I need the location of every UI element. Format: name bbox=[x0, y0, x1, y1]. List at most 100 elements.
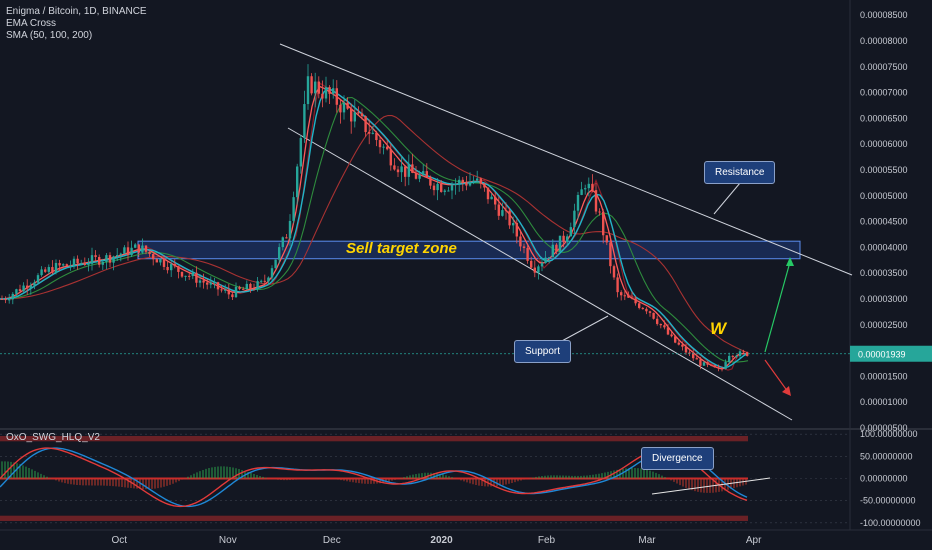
candle-body bbox=[407, 164, 410, 177]
candle-body bbox=[152, 254, 155, 260]
candle-body bbox=[461, 179, 464, 183]
candle-body bbox=[710, 364, 713, 366]
candle-body bbox=[494, 196, 497, 205]
candle-body bbox=[83, 263, 86, 265]
candle-body bbox=[666, 327, 670, 335]
sma-100-curve bbox=[0, 114, 749, 354]
sma-label[interactable]: SMA (50, 100, 200) bbox=[6, 30, 93, 41]
candle-body bbox=[386, 146, 389, 150]
candle-body bbox=[551, 244, 554, 258]
candle-body bbox=[486, 187, 490, 200]
candle-body bbox=[504, 210, 508, 212]
candle-body bbox=[465, 182, 468, 186]
candle-body bbox=[166, 266, 169, 271]
candle-body bbox=[148, 251, 151, 255]
candle-body bbox=[368, 132, 371, 134]
time-tick-label: Mar bbox=[638, 535, 656, 546]
bearish-arrowhead bbox=[782, 386, 791, 396]
candle-body bbox=[425, 171, 428, 178]
candle-body bbox=[454, 183, 457, 186]
divergence-label: Divergence bbox=[641, 447, 714, 470]
candle-body bbox=[677, 342, 680, 345]
candle-body bbox=[692, 353, 695, 359]
candle-body bbox=[202, 280, 205, 283]
candle-body bbox=[0, 298, 4, 300]
candle-body bbox=[638, 303, 641, 308]
candle-body bbox=[443, 190, 446, 192]
candle-body bbox=[440, 183, 443, 192]
candle-body bbox=[72, 258, 76, 266]
candle-body bbox=[479, 178, 482, 184]
candle-body bbox=[162, 258, 166, 267]
candle-body bbox=[630, 297, 634, 299]
candle-body bbox=[274, 259, 277, 269]
candle-body bbox=[227, 289, 230, 295]
candle-body bbox=[155, 259, 158, 263]
candle-body bbox=[249, 283, 252, 289]
osc-tick-label: 100.00000000 bbox=[860, 429, 918, 439]
osc-signal-line bbox=[0, 447, 748, 508]
candle-body bbox=[40, 269, 43, 276]
candle-body bbox=[8, 299, 11, 301]
candle-body bbox=[659, 323, 662, 326]
bullish-projection bbox=[764, 261, 791, 353]
candle-body bbox=[141, 245, 144, 253]
candle-body bbox=[238, 286, 241, 289]
candle-body bbox=[432, 185, 436, 191]
candle-body bbox=[447, 190, 450, 192]
candle-body bbox=[695, 358, 698, 360]
candle-body bbox=[702, 362, 706, 366]
candle-body bbox=[476, 178, 479, 181]
candle-body bbox=[530, 260, 533, 268]
candle-body bbox=[645, 308, 648, 312]
candle-body bbox=[231, 294, 234, 298]
candle-body bbox=[105, 255, 108, 262]
candle-body bbox=[11, 293, 14, 300]
candle-body bbox=[468, 181, 472, 186]
time-tick-label: Dec bbox=[323, 535, 341, 546]
candle-body bbox=[627, 295, 630, 298]
candle-body bbox=[641, 307, 644, 309]
candle-body bbox=[414, 172, 418, 179]
candle-body bbox=[18, 289, 22, 292]
candle-body bbox=[580, 189, 583, 195]
current-price-value: 0.00001939 bbox=[858, 350, 906, 360]
candle-body bbox=[393, 165, 396, 170]
candle-body bbox=[245, 283, 248, 290]
candle-body bbox=[688, 352, 691, 354]
candle-body bbox=[400, 166, 403, 173]
candle-body bbox=[173, 264, 176, 267]
candle-body bbox=[746, 352, 749, 356]
ema-fast-curve bbox=[0, 85, 748, 370]
candle-body bbox=[306, 76, 310, 105]
candle-body bbox=[584, 188, 587, 190]
osc-main-line bbox=[0, 447, 748, 508]
candle-body bbox=[267, 277, 270, 282]
candle-body bbox=[371, 132, 374, 134]
candle-body bbox=[314, 81, 317, 94]
candle-body bbox=[224, 289, 227, 291]
price-tick-label: 0.00003000 bbox=[860, 294, 908, 304]
candle-body bbox=[616, 277, 619, 293]
oscillator-label[interactable]: OxO_SWG_HLQ_V2 bbox=[6, 432, 100, 443]
candle-body bbox=[483, 183, 486, 188]
price-tick-label: 0.00008500 bbox=[860, 10, 908, 20]
candle-body bbox=[339, 104, 342, 113]
candle-body bbox=[515, 222, 518, 237]
osc-tick-label: 0.00000000 bbox=[860, 474, 908, 484]
candle-body bbox=[281, 237, 284, 248]
candle-body bbox=[335, 88, 338, 105]
candle-body bbox=[598, 211, 601, 213]
candle-body bbox=[220, 289, 223, 291]
candle-body bbox=[47, 267, 50, 272]
candle-body bbox=[558, 235, 562, 252]
candle-body bbox=[119, 253, 122, 256]
candle-body bbox=[612, 266, 616, 278]
candle-body bbox=[198, 280, 202, 283]
candle-body bbox=[648, 311, 652, 313]
ema-cross-label[interactable]: EMA Cross bbox=[6, 18, 57, 29]
candle-body bbox=[508, 210, 511, 226]
candle-body bbox=[404, 166, 407, 177]
